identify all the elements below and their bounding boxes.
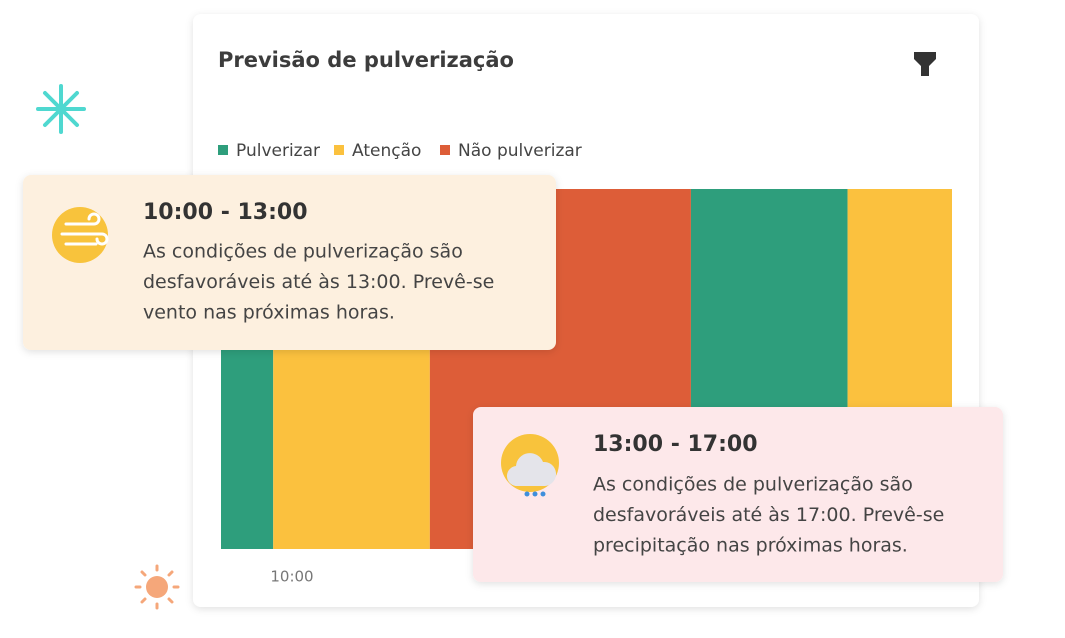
legend-swatch — [218, 145, 228, 155]
sun-decoration — [134, 564, 180, 610]
legend-label: Pulverizar — [236, 141, 320, 161]
tooltip-time: 13:00 - 17:00 — [593, 432, 758, 457]
card-title: Previsão de pulverização — [218, 48, 514, 72]
rain-icon — [501, 434, 559, 497]
legend-label: Atenção — [352, 141, 421, 161]
tooltip-line: desfavoráveis até às 13:00. Prevê-se — [143, 271, 494, 293]
tooltip-line: precipitação nas próximas horas. — [593, 535, 908, 557]
tooltip-line: vento nas próximas horas. — [143, 302, 395, 324]
tooltip — [473, 407, 1003, 582]
tooltip-text: As condições de pulverização são desfavor… — [143, 241, 494, 324]
x-tick-label: 10:00 — [270, 568, 313, 586]
legend-swatch — [440, 145, 450, 155]
wind-icon — [52, 207, 109, 263]
tooltip-line: As condições de pulverização são — [143, 241, 463, 263]
legend: Pulverizar Atenção Não pulverizar — [218, 141, 582, 161]
tooltip-line: desfavoráveis até às 17:00. Prevê-se — [593, 504, 944, 526]
tooltip-time: 10:00 - 13:00 — [143, 200, 308, 225]
tooltip — [23, 175, 556, 350]
filter-button[interactable] — [914, 52, 936, 76]
tooltip-line: As condições de pulverização são — [593, 474, 913, 496]
asterisk-decoration — [36, 84, 86, 134]
tooltip-text: As condições de pulverização são desfavor… — [593, 474, 944, 557]
legend-swatch — [334, 145, 344, 155]
legend-label: Não pulverizar — [458, 141, 582, 161]
